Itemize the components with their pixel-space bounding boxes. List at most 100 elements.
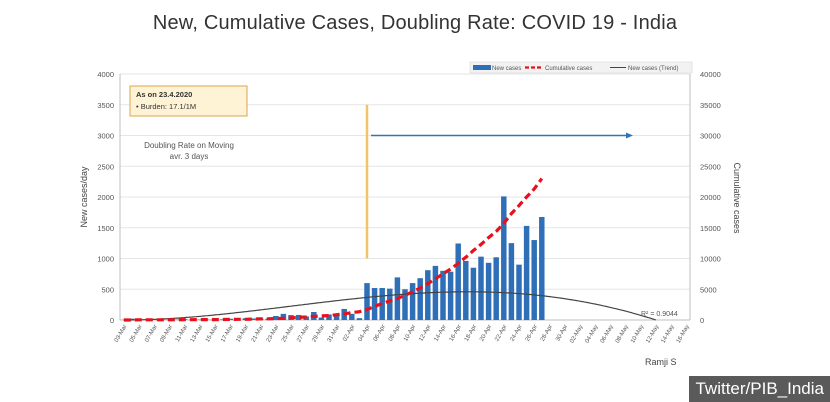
y2-tick-label: 10000 [700, 255, 721, 264]
new-cases-bar [539, 216, 545, 320]
x-tick-label: 16-Apr [449, 324, 463, 343]
legend-swatch-new-cases [473, 65, 491, 70]
new-cases-bar [485, 262, 492, 320]
y2-tick-label: 0 [700, 316, 704, 325]
x-tick-label: 06-May [600, 324, 615, 344]
y-axis-ticks: 0 500 1000 1500 2000 2500 3000 3500 4000 [97, 70, 114, 325]
legend-box [469, 61, 693, 74]
x-tick-label: 19-Mar [235, 324, 250, 343]
y2-axis-ticks: 0 5000 10000 15000 20000 25000 30000 35000 40000 [700, 70, 721, 325]
annotation-line: • Burden: 17.1/1M [136, 102, 196, 111]
x-tick-label: 22-Apr [494, 324, 508, 343]
new-cases-bar [516, 264, 522, 320]
y2-tick-label: 15000 [700, 224, 721, 233]
new-cases-bar [523, 225, 530, 320]
x-tick-label: 16-May [676, 324, 691, 344]
y-tick-label: 1000 [97, 255, 114, 264]
x-tick-label: 04-May [585, 324, 600, 344]
new-cases-bar [295, 314, 302, 320]
new-cases-bar [463, 260, 469, 320]
y2-tick-label: 35000 [700, 101, 721, 110]
new-cases-bar [493, 257, 499, 320]
watermark: Twitter/PIB_India [689, 376, 830, 402]
x-tick-label: 07-Mar [144, 324, 159, 343]
credit-label: Ramji S [645, 357, 677, 367]
x-tick-label: 02-May [569, 324, 584, 344]
y-tick-label: 500 [101, 285, 114, 294]
x-tick-label: 14-Apr [434, 324, 448, 343]
y-tick-label: 3000 [97, 132, 114, 141]
new-cases-bar [326, 314, 332, 320]
new-cases-bar [364, 283, 370, 320]
x-tick-label: 13-Mar [190, 324, 205, 343]
x-axis-ticks: 03-Mar 05-Mar 07-Mar 09-Mar 11-Mar 13-Mar 15-M… [114, 324, 691, 344]
x-tick-label: 08-Apr [388, 324, 402, 343]
x-tick-label: 24-Apr [510, 324, 524, 343]
new-cases-bar [250, 318, 256, 320]
x-tick-label: 25-Mar [281, 324, 296, 343]
x-tick-label: 04-Apr [358, 324, 372, 343]
x-tick-label: 12-Apr [418, 324, 432, 343]
y2-tick-label: 25000 [700, 162, 721, 171]
x-tick-label: 11-Mar [175, 324, 189, 343]
y-tick-label: 4000 [97, 70, 114, 79]
x-tick-label: 26-Apr [525, 324, 539, 343]
x-tick-label: 23-Mar [266, 324, 281, 343]
new-cases-bar [425, 270, 431, 320]
new-cases-bar [409, 283, 416, 320]
arrow-head-icon [626, 132, 633, 139]
chart-title: New, Cumulative Cases, Doubling Rate: CO… [152, 12, 678, 34]
x-tick-label: 09-Mar [159, 324, 174, 343]
new-cases-bar [478, 256, 484, 320]
new-cases-bar [379, 288, 385, 320]
legend: New cases Cumulative cases New cases (Tr… [469, 61, 693, 74]
y-tick-label: 3500 [97, 101, 114, 110]
y-tick-label: 2500 [97, 162, 114, 171]
new-cases-bar [371, 288, 378, 320]
x-tick-label: 30-Apr [555, 324, 569, 343]
x-tick-label: 03-Mar [114, 324, 129, 343]
x-tick-label: 08-May [615, 324, 630, 344]
x-tick-label: 31-Mar [327, 324, 342, 343]
x-tick-label: 15-Mar [205, 324, 220, 343]
new-cases-bar [387, 288, 393, 320]
y2-tick-label: 20000 [700, 193, 721, 202]
y2-tick-label: 5000 [700, 285, 717, 294]
x-tick-label: 05-Mar [129, 324, 144, 343]
y2-tick-label: 40000 [700, 70, 721, 79]
x-tick-label: 29-Mar [311, 324, 326, 343]
new-cases-bar [501, 196, 507, 320]
new-cases-bar [440, 270, 446, 320]
trend-line [123, 291, 656, 321]
x-tick-label: 21-Mar [251, 324, 266, 343]
doubling-note-line1: Doubling Rate on Moving [144, 141, 234, 150]
new-cases-bar [219, 319, 226, 320]
x-tick-label: 20-Apr [479, 324, 493, 343]
legend-trend: New cases (Trend) [628, 66, 678, 72]
y-tick-label: 1500 [97, 224, 114, 233]
x-tick-label: 02-Apr [342, 324, 356, 343]
x-tick-label: 18-Apr [464, 324, 478, 343]
new-cases-bar [455, 243, 461, 320]
annotation-title: As on 23.4.2020 [136, 90, 192, 99]
y2-axis-label: Cumulative cases [732, 162, 742, 234]
new-cases-bar [356, 318, 363, 320]
new-cases-bar [128, 318, 135, 320]
y-axis-label: New cases/day [79, 166, 89, 228]
legend-cumulative: Cumulative cases [545, 66, 592, 72]
x-tick-label: 06-Apr [373, 324, 387, 343]
cumulative-line [123, 177, 544, 322]
x-tick-label: 10-Apr [403, 324, 417, 343]
new-cases-bar [417, 278, 423, 320]
new-cases-bar [447, 271, 454, 320]
new-cases-bar [349, 313, 355, 320]
new-cases-bar [273, 316, 279, 320]
new-cases-bar [470, 267, 477, 320]
x-tick-label: 14-May [661, 324, 676, 344]
r-squared-label: R² = 0.9044 [641, 311, 678, 318]
x-tick-label: 17-Mar [220, 324, 235, 343]
x-tick-label: 28-Apr [540, 324, 554, 343]
new-cases-bar [402, 289, 408, 320]
y2-tick-label: 30000 [700, 132, 721, 141]
